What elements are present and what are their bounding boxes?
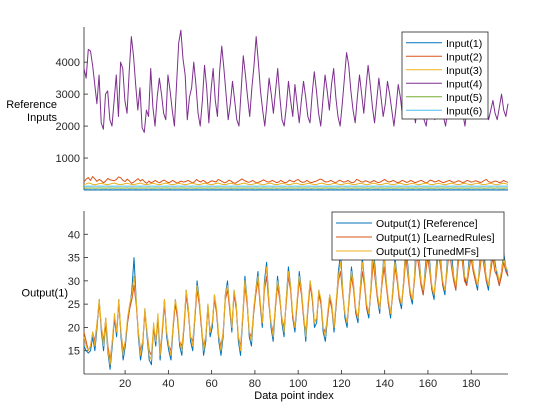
- y-tick-label: 20: [68, 322, 80, 334]
- x-tick-label: 120: [332, 378, 350, 390]
- y-tick-label: 15: [68, 346, 80, 358]
- legend-label: Input(1): [446, 38, 482, 50]
- x-tick-label: 180: [462, 378, 480, 390]
- legend-label: Input(5): [446, 92, 482, 104]
- x-tick-label: 80: [249, 378, 261, 390]
- legend-label: Input(6): [446, 105, 482, 117]
- legend: Input(1)Input(2) Input(3)Input(4) Input(5)…: [401, 31, 489, 120]
- y-axis-label: Output(1): [22, 288, 68, 300]
- x-tick-label: 60: [206, 378, 218, 390]
- legend-label: Output(1) [LearnedRules]: [376, 232, 495, 244]
- y-tick-label: 2000: [56, 121, 80, 133]
- x-axis-label: Data point index: [254, 390, 334, 402]
- x-tick-label: 40: [162, 378, 174, 390]
- legend-label: Input(2): [446, 51, 482, 63]
- y-tick-label: 30: [68, 276, 80, 288]
- series-line-input-3-: [83, 182, 509, 186]
- y-axis-label-line: Reference: [6, 99, 57, 111]
- legend: Output(1) [Reference] Output(1) [LearnedR…: [331, 211, 505, 261]
- x-tick-label: 160: [419, 378, 437, 390]
- legend-box: [331, 211, 505, 261]
- legend-label: Output(1) [Reference]: [376, 218, 478, 230]
- x-tick-label: 20: [119, 378, 131, 390]
- legend-label: Input(3): [446, 65, 482, 77]
- y-tick-label: 25: [68, 299, 80, 311]
- x-tick-label: 100: [289, 378, 307, 390]
- y-tick-label: 4000: [56, 57, 80, 69]
- y-tick-label: 3000: [56, 89, 80, 101]
- y-tick-label: 1000: [56, 153, 80, 165]
- y-axis-label: Reference Inputs: [6, 99, 57, 124]
- y-axis-label-line: Inputs: [27, 112, 57, 124]
- plot-1: 15 20 25 30 35 40 20 40 60 80 100 120 140 160 180 Outpu…: [22, 211, 509, 402]
- x-tick-label: 140: [376, 378, 394, 390]
- y-tick-label: 35: [68, 253, 80, 265]
- y-tick-label: 40: [68, 229, 80, 241]
- legend-label: Output(1) [TunedMFs]: [376, 246, 479, 258]
- legend-box: [401, 31, 489, 120]
- series-line-input-2-: [83, 176, 509, 184]
- legend-label: Input(4): [446, 78, 482, 90]
